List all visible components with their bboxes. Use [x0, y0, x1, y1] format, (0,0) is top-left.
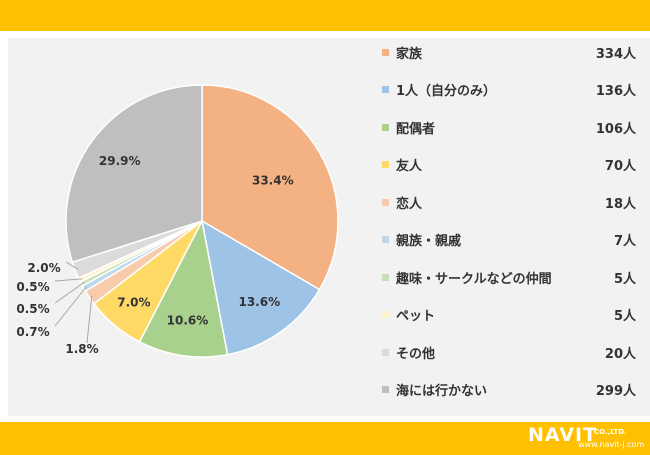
- legend-count: 299人: [595, 384, 636, 399]
- legend-item: 友人 70人: [382, 155, 636, 175]
- legend-item: 趣味・サークルなどの仲間 5人: [382, 267, 636, 287]
- legend-count: 7人: [613, 234, 636, 249]
- legend-swatch: [382, 236, 389, 243]
- legend-swatch: [382, 273, 389, 281]
- legend-swatch: [382, 48, 389, 56]
- logo-name: NAVIT: [528, 424, 598, 446]
- legend-swatch: [382, 161, 389, 168]
- legend-item: 海には行かない 299人: [382, 380, 636, 400]
- leader-line: [54, 278, 82, 282]
- legend-swatch: [382, 198, 389, 206]
- top-banner: [0, 0, 650, 31]
- legend-swatch: [382, 386, 389, 393]
- legend-label: 海には行かない: [396, 384, 488, 399]
- legend-label: ペット: [396, 309, 436, 324]
- pie-slice: [65, 84, 203, 264]
- slice-percent-label: 0.5%: [16, 280, 49, 294]
- slice-percent-label: 10.6%: [167, 314, 209, 328]
- slice-percent-label: 13.6%: [238, 295, 280, 309]
- pie-slice: [201, 84, 339, 291]
- legend-label: 恋人: [396, 196, 423, 212]
- slice-percent-label: 2.0%: [27, 261, 60, 275]
- legend-label: 趣味・サークルなどの仲間: [396, 271, 552, 287]
- legend-count: 334人: [595, 46, 636, 62]
- pie-chart: 33.4% 13.6% 10.6% 7.0% 1.8% 0.7% 0.5% 0.5% 2.0% 2…: [16, 84, 339, 358]
- leader-line: [54, 282, 85, 304]
- bottom-banner: [0, 422, 650, 455]
- legend-item: 家族 334人: [382, 42, 636, 62]
- legend-swatch: [382, 123, 389, 131]
- legend-label: 家族: [396, 46, 423, 62]
- legend-item: その他 20人: [382, 342, 636, 362]
- legend-count: 70人: [604, 159, 636, 174]
- legend-item: 1人（自分のみ） 136人: [382, 80, 636, 100]
- pie-slice: [200, 219, 321, 356]
- legend-label: 親族・親戚: [396, 234, 462, 249]
- legend-swatch: [382, 348, 389, 356]
- legend-label: 友人: [396, 159, 423, 174]
- leader-line: [65, 261, 79, 270]
- legend-count: 106人: [595, 121, 636, 137]
- legend-label: 配偶者: [396, 121, 436, 137]
- leader-line: [86, 295, 93, 344]
- slice-percent-label: 0.5%: [16, 302, 49, 316]
- legend-count: 18人: [604, 196, 636, 212]
- legend-count: 5人: [613, 309, 636, 324]
- pie-slice: [138, 218, 229, 358]
- slice-percent-label: 33.4%: [252, 173, 294, 187]
- slice-percent-label: 29.9%: [99, 154, 141, 168]
- legend-count: 136人: [595, 84, 636, 99]
- legend-swatch: [382, 86, 389, 93]
- slice-percent-label: 1.8%: [65, 342, 98, 356]
- leader-line: [54, 286, 87, 327]
- legend-item: 恋人 18人: [382, 192, 636, 212]
- legend-count: 5人: [613, 271, 636, 287]
- navit-logo: NAVIT CO.,LTD. www.navit-j.com: [528, 424, 646, 454]
- logo-url: www.navit-j.com: [578, 440, 645, 449]
- slice-percent-label: 7.0%: [117, 295, 150, 309]
- logo-suffix: CO.,LTD.: [594, 428, 627, 436]
- legend-item: 配偶者 106人: [382, 117, 636, 137]
- legend-item: ペット 5人: [382, 305, 636, 325]
- legend-label: その他: [396, 346, 436, 362]
- legend-label: 1人（自分のみ）: [396, 84, 497, 99]
- legend-item: 親族・親戚 7人: [382, 230, 636, 250]
- legend-swatch: [382, 311, 389, 318]
- legend-count: 20人: [604, 346, 636, 362]
- slice-percent-label: 0.7%: [16, 325, 49, 339]
